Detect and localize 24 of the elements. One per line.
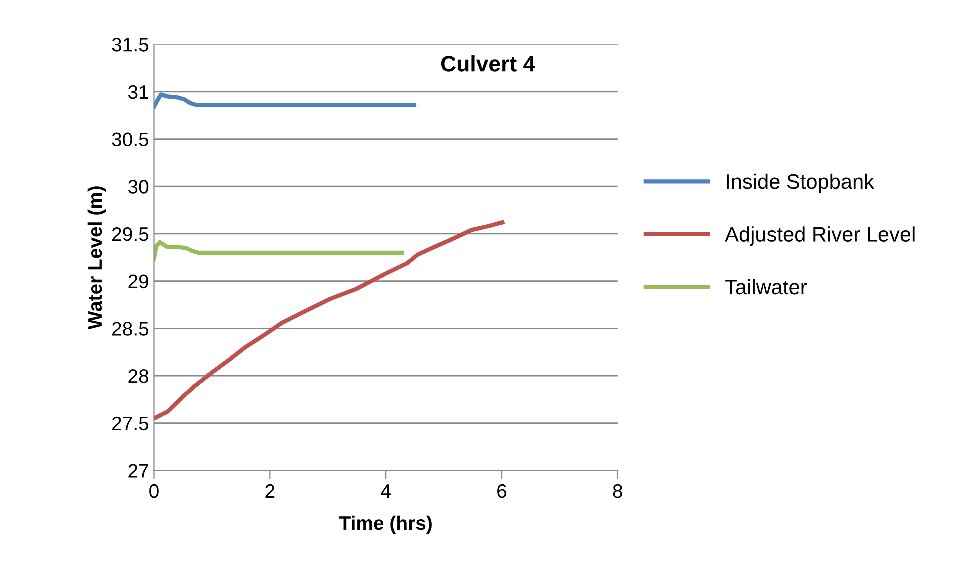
x-tick-label: 8 — [613, 484, 622, 498]
line-series — [154, 220, 505, 421]
x-tick-label: 2 — [266, 484, 275, 498]
x-tick-label: 6 — [498, 484, 507, 498]
y-axis-title: Water Level (m) — [88, 186, 106, 330]
y-tick-label: 28 — [128, 369, 149, 384]
line-series — [154, 92, 417, 110]
x-axis-title: Time (hrs) — [339, 516, 432, 534]
y-tick-label: 29 — [128, 274, 148, 289]
y-tick-label: 27 — [128, 464, 148, 478]
y-tick-label: 30.5 — [112, 132, 149, 147]
legend-label: Tailwater — [726, 279, 807, 295]
y-tick-label: 31.5 — [112, 38, 149, 52]
y-tick-label: 30 — [128, 180, 149, 194]
y-tick-label: 28.5 — [112, 322, 149, 336]
legend-label: Adjusted River Level — [725, 226, 915, 246]
y-tick-label: 27.5 — [112, 416, 149, 431]
x-tick-label: 4 — [381, 484, 391, 498]
line-series — [154, 240, 404, 261]
x-tick-label: 0 — [150, 484, 159, 498]
legend-label: Inside Stopbank — [727, 174, 875, 194]
y-tick-label: 31 — [128, 85, 148, 100]
y-tick-label: 29.5 — [112, 227, 149, 242]
chart-title: Culvert 4 — [441, 56, 536, 72]
